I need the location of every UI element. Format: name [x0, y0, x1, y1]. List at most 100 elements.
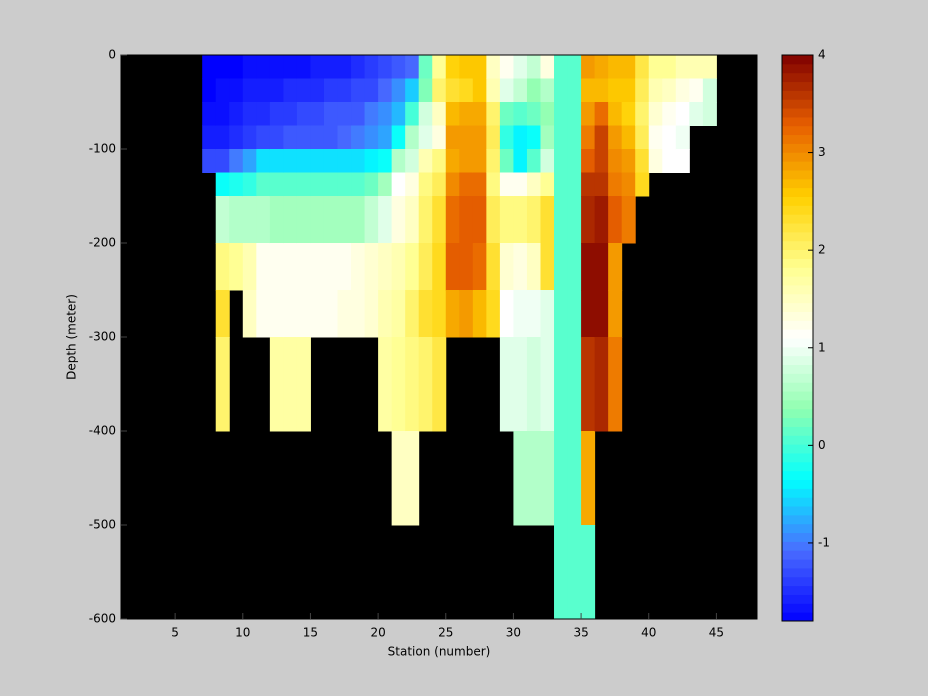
heat-cell	[310, 78, 325, 103]
heat-cell	[567, 431, 582, 526]
heat-cell	[554, 525, 569, 620]
heat-cell	[269, 55, 284, 79]
colorbar-segment	[782, 444, 813, 454]
heat-cell	[242, 290, 257, 338]
colorbar-segment	[782, 585, 813, 595]
heat-cell	[635, 102, 650, 126]
colorbar-tick-label: 2	[818, 243, 826, 257]
heat-cell	[351, 149, 366, 173]
colorbar-segment	[782, 161, 813, 171]
heat-cell	[540, 337, 555, 432]
heat-cell	[526, 243, 541, 291]
heat-cell	[567, 290, 582, 338]
heat-cell	[283, 290, 298, 338]
heat-cell	[567, 78, 582, 103]
heat-cell	[215, 55, 230, 79]
heat-cell	[608, 125, 623, 150]
colorbar-segment	[782, 541, 813, 551]
heat-cell	[486, 196, 501, 244]
heat-cell	[675, 102, 690, 126]
colorbar-segment	[782, 346, 813, 357]
colorbar-segment	[782, 267, 813, 277]
colorbar-segment	[782, 108, 813, 118]
heat-cell	[391, 78, 406, 103]
heat-cell	[445, 172, 460, 197]
heat-cell	[513, 290, 528, 338]
colorbar-segment	[782, 302, 813, 312]
heat-cell	[256, 102, 271, 126]
heat-cell	[418, 196, 433, 244]
heat-cell	[594, 290, 609, 338]
y-axis-label: Depth (meter)	[65, 294, 79, 380]
heat-cell	[567, 243, 582, 291]
heat-cell	[296, 149, 311, 173]
heat-cell	[351, 243, 366, 291]
heat-cell	[567, 525, 582, 620]
x-tick-label: 45	[709, 626, 724, 640]
heat-cell	[499, 55, 514, 79]
heat-cell	[486, 55, 501, 79]
heat-cell	[229, 172, 244, 197]
heat-cell	[378, 102, 393, 126]
heat-cell	[405, 55, 420, 79]
heat-cell	[432, 290, 447, 338]
heat-cell	[540, 125, 555, 150]
heat-cell	[364, 172, 379, 197]
heat-cell	[554, 431, 569, 526]
heat-cell	[432, 125, 447, 150]
heat-cell	[581, 149, 596, 173]
heat-cell	[526, 172, 541, 197]
heat-cell	[269, 78, 284, 103]
heat-cell	[472, 172, 487, 197]
heat-cell	[567, 125, 582, 150]
heat-cell	[378, 196, 393, 244]
heat-cell	[459, 102, 474, 126]
heat-cell	[391, 172, 406, 197]
colorbar-segment	[782, 488, 813, 498]
heat-cell	[432, 337, 447, 432]
heat-cell	[378, 337, 393, 432]
heat-cell	[472, 78, 487, 103]
heat-cell	[499, 125, 514, 150]
heat-cell	[526, 125, 541, 150]
heat-cell	[242, 55, 257, 79]
heat-cell	[256, 55, 271, 79]
heat-cell	[215, 102, 230, 126]
heat-cell	[567, 102, 582, 126]
colorbar-tick-label: 1	[818, 340, 826, 354]
heat-cell	[513, 125, 528, 150]
heat-cell	[242, 125, 257, 150]
heat-cell	[513, 243, 528, 291]
colorbar-segment	[782, 452, 813, 463]
y-tick-label: -200	[89, 236, 116, 250]
x-tick-label: 40	[641, 626, 656, 640]
heat-cell	[378, 149, 393, 173]
y-tick-label: -400	[89, 424, 116, 438]
heat-cell	[459, 243, 474, 291]
heat-cell	[269, 196, 284, 244]
heat-cell	[418, 290, 433, 338]
heat-cell	[364, 125, 379, 150]
colorbar-frame	[781, 54, 814, 622]
colorbar-segment	[782, 355, 813, 366]
heat-cell	[567, 196, 582, 244]
heat-cell	[702, 55, 717, 79]
heat-cell	[554, 149, 569, 173]
colorbar-segment	[782, 152, 813, 162]
heat-cell	[499, 78, 514, 103]
heat-cell	[635, 149, 650, 173]
colorbar-tick-label: 0	[818, 438, 826, 452]
heat-cell	[540, 290, 555, 338]
heat-cell	[256, 125, 271, 150]
heat-cell	[621, 149, 636, 173]
heat-cell	[283, 78, 298, 103]
heat-cell	[432, 78, 447, 103]
heat-cell	[540, 431, 555, 526]
heat-cell	[675, 125, 690, 150]
heat-cell	[499, 196, 514, 244]
heat-cell	[215, 337, 230, 432]
heat-cell	[554, 290, 569, 338]
heat-cell	[215, 172, 230, 197]
heat-cell	[445, 78, 460, 103]
heat-cell	[608, 290, 623, 338]
